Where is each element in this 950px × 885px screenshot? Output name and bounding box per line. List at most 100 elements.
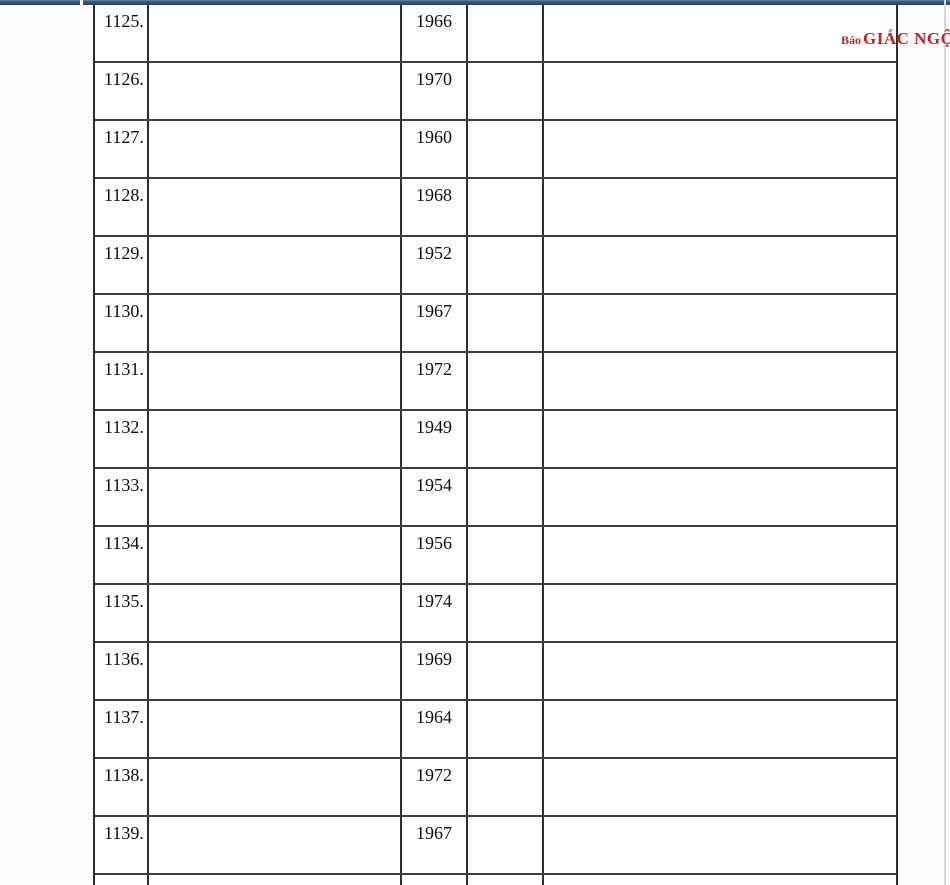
temple-cell: Chùa Giác Hạnh Tp. Đà Lạt, tỉnh Lâm Đồng (544, 643, 896, 699)
nun-name-cell: SC. Thích Nữ Tịnh An (Trần Thị Thẩm) (149, 295, 402, 351)
birth-year: 1967 (402, 817, 468, 873)
table-row: 1125. SC. Thích Nữ Tịnh Ý (Nguyễn Thị Ki… (95, 5, 896, 63)
birth-year: 1967 (402, 295, 468, 351)
table-row: 1126. SC. Thích Nữ Tịnh Đức (Nguyễn Thị … (95, 63, 896, 121)
nun-name-cell: SC. Thích Nữ Đồng Ngọc (Nguyễn Thị Châu) (149, 411, 402, 467)
ordination-cell: 28 (1994) (468, 527, 544, 583)
ordination-cell: 28 (1994) (468, 295, 544, 351)
temple-cell: Chùa Từ Thuyền Tp. Đà Lạt, tỉnh Lâm Đồng (544, 759, 896, 815)
row-number (95, 875, 149, 885)
table-row: 1131. SC. Thích Nữ Hạnh Ngọc (Phạm Thị H… (95, 353, 896, 411)
row-number: 1133. (95, 469, 149, 525)
row-number: 1139. (95, 817, 149, 873)
nun-name-cell: SC. Thích Nữ Tịnh Đức (Nguyễn Thị Tuyết … (149, 63, 402, 119)
row-number: 1130. (95, 295, 149, 351)
table-row: 1138. SC. Thích Nữ Thuần Định (Lữ Thị Th… (95, 759, 896, 817)
temple-cell: Chùa Thiện Mỹ Tp. Đà Lạt, tỉnh Lâm Đồng (544, 701, 896, 757)
ordination-cell: 28 (1994) (468, 353, 544, 409)
window-top-bar (0, 0, 950, 5)
watermark-prefix: Báo (841, 33, 862, 47)
ordination-table: 1125. SC. Thích Nữ Tịnh Ý (Nguyễn Thị Ki… (93, 5, 898, 885)
giac-ngo-watermark: Báo GIÁC NGỘ (841, 29, 950, 50)
top-bar-notch (80, 0, 83, 5)
table-row: 1127. SC. Thích Nữ Thuần Giới (Thái Thị … (95, 121, 896, 179)
temple-cell: Chùa Phổ Quang minh Tp. Đà Lạt, tỉnh Lâm… (544, 237, 896, 293)
birth-year: 1956 (402, 527, 468, 583)
scrollbar-track[interactable] (944, 0, 946, 885)
table-row: 1133. SC. Thích Nữ Duy Đạt (Võ Thị Thành… (95, 469, 896, 527)
table-row: 1128. SC. Thích Nữ Diệu Thành (Nguyễn Th… (95, 179, 896, 237)
birth-year: 1972 (402, 353, 468, 409)
birth-year: 1960 (402, 121, 468, 177)
ordination-cell: 28 (1994) (468, 469, 544, 525)
nun-name-cell: SC. Thích Nữ Diệu Thành (Nguyễn Thị Hải) (149, 179, 402, 235)
table-row-partial: SC. Thích Nữ Thuần Thiền viện Trúc Lâm (95, 875, 896, 885)
birth-year: 1949 (402, 411, 468, 467)
nun-name-cell: SC. Thích Nữ Huệ Phúc (Nguyễn Thị Mai) (149, 527, 402, 583)
temple-cell: Chùa Giác Viên huyện Đơn Dương, tỉnh Lâm… (544, 411, 896, 467)
birth-year: 1968 (402, 179, 468, 235)
table-row: 1129. SC. Thích Nữ Chơn Hoa (Lý A Mùi) 1… (95, 237, 896, 295)
nun-name-cell: SC. Thích Nữ Hạnh Ngọc (Phạm Thị Hoa) (149, 353, 402, 409)
row-number: 1128. (95, 179, 149, 235)
row-number: 1137. (95, 701, 149, 757)
row-number: 1126. (95, 63, 149, 119)
nun-name-cell: SC. Thích Nữ Linh Nguyệt (Đặng Thị Thanh… (149, 817, 402, 873)
row-number: 1136. (95, 643, 149, 699)
temple-cell: Thiền viện Trúc Lâm (544, 875, 896, 885)
ordination-cell: 28 (1994) (468, 701, 544, 757)
ordination-cell: 28 (1994) (468, 817, 544, 873)
temple-cell: Chùa Pháp Hoa Tp. Đà Lạt, tỉnh Lâm Đồng (544, 179, 896, 235)
temple-cell: Chùa Giác Hoa Tp. Đà Lạt, tỉnh Lâm Đồng (544, 353, 896, 409)
row-number: 1135. (95, 585, 149, 641)
nun-name-cell: SC. Thích Nữ Tịnh Ý (Nguyễn Thị Kim Sáng… (149, 5, 402, 61)
row-number: 1132. (95, 411, 149, 467)
birth-year: 1974 (402, 585, 468, 641)
birth-year: 1966 (402, 5, 468, 61)
row-number: 1129. (95, 237, 149, 293)
ordination-cell: 28 (1994) (468, 121, 544, 177)
ordination-cell: 28 (1994) (468, 759, 544, 815)
table-row: 1130. SC. Thích Nữ Tịnh An (Trần Thị Thẩ… (95, 295, 896, 353)
temple-cell: Chùa Đạo tràng Long Châu huyện Đức Trọng… (544, 527, 896, 583)
ordination-cell: 28 (1994) (468, 63, 544, 119)
nun-name-cell: SC. Thích Nữ Chơn Hoa (Lý A Mùi) (149, 237, 402, 293)
row-number: 1127. (95, 121, 149, 177)
temple-cell: Chùa Hương Quang Tp. Đà Lạt, tỉnh Lâm Đồ… (544, 585, 896, 641)
birth-year: 1952 (402, 237, 468, 293)
ordination-cell: 28 (1994) (468, 5, 544, 61)
nun-name-cell: SC. Thích Nữ Hạnh Ân (Lê Thị Lan Thanh) (149, 643, 402, 699)
table-row: 1135. SC. Thích Nữ Huệ Hiền (Đỗ Thị Minh… (95, 585, 896, 643)
ordination-cell: 28 (1994) (468, 643, 544, 699)
ordination-cell: 28 (1994) (468, 179, 544, 235)
table-row: 1139. SC. Thích Nữ Linh Nguyệt (Đặng Thị… (95, 817, 896, 875)
ordination-cell: 28 (1994) (468, 585, 544, 641)
temple-cell: Chùa Giác Quang huyện Đơn Dương, tỉnh Lâ… (544, 469, 896, 525)
nun-name-cell: SC. Thích Nữ Huệ Hiền (Đỗ Thị Minh Trí) (149, 585, 402, 641)
table-rows: 1125. SC. Thích Nữ Tịnh Ý (Nguyễn Thị Ki… (95, 5, 896, 875)
row-number: 1131. (95, 353, 149, 409)
ordination-cell: 28 (1994) (468, 237, 544, 293)
row-number: 1138. (95, 759, 149, 815)
birth-year: 1969 (402, 643, 468, 699)
ordination-cell: 28 (1994) (468, 411, 544, 467)
ordination-cell (468, 875, 544, 885)
temple-cell: Chùa Từ Thuyền Tp. Đà Lạt, tỉnh Lâm Đồng (544, 121, 896, 177)
nun-name-cell: SC. Thích Nữ Thuần (149, 875, 402, 885)
temple-cell: Chùa Tuệ Quang Tp. Đà Lạt, tỉnh Lâm Đồng (544, 63, 896, 119)
temple-cell: Chùa Lạc Quốc huyện Di Linh, tỉnh Lâm Đồ… (544, 295, 896, 351)
nun-name-cell: SC. Thích Nữ Hạnh Bảo (Dương Thị Kim Liê… (149, 701, 402, 757)
watermark-main: GIÁC NGỘ (863, 29, 950, 48)
nun-name-cell: SC. Thích Nữ Duy Đạt (Võ Thị Thành) (149, 469, 402, 525)
birth-year: 1964 (402, 701, 468, 757)
table-row: 1134. SC. Thích Nữ Huệ Phúc (Nguyễn Thị … (95, 527, 896, 585)
row-number: 1134. (95, 527, 149, 583)
birth-year: 1970 (402, 63, 468, 119)
temple-cell: Thiền viện Trúc Lâm Tp. Đà Lạt, tỉnh Lâm… (544, 817, 896, 873)
table-row: 1137. SC. Thích Nữ Hạnh Bảo (Dương Thị K… (95, 701, 896, 759)
birth-year: 1972 (402, 759, 468, 815)
birth-year: 1954 (402, 469, 468, 525)
nun-name-cell: SC. Thích Nữ Thuần Định (Lữ Thị Thế) (149, 759, 402, 815)
birth-year (402, 875, 468, 885)
